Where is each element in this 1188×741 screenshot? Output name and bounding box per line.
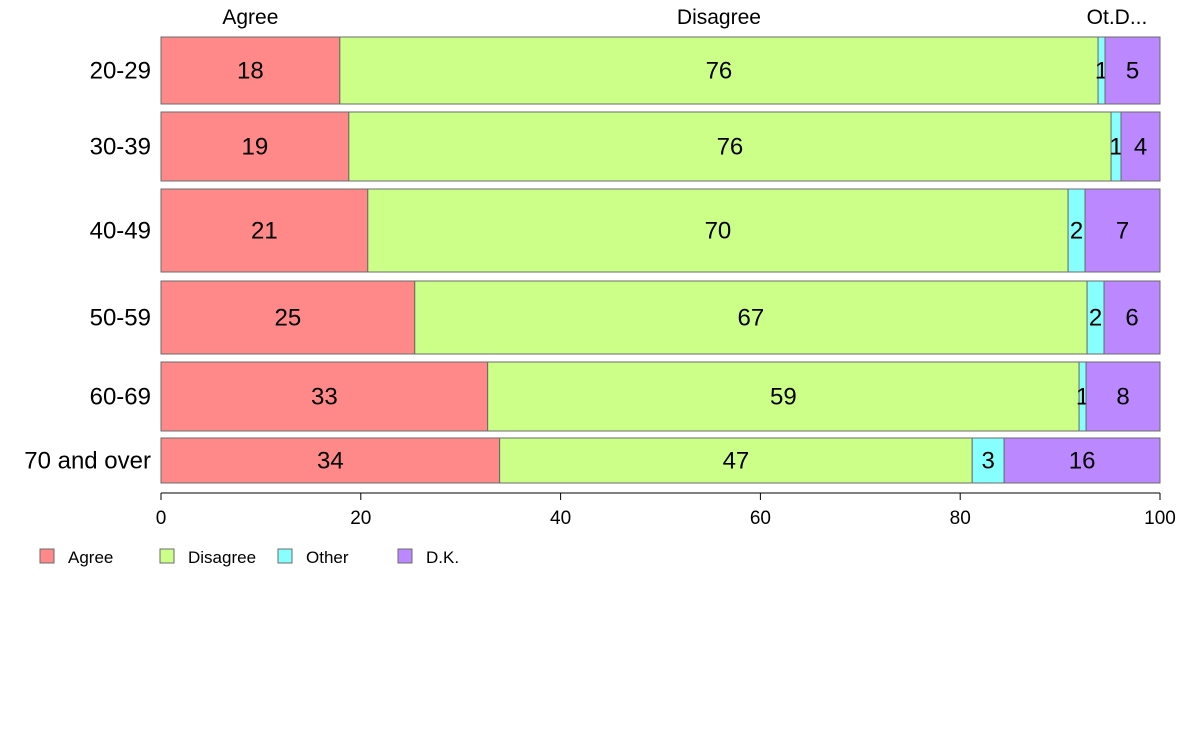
bar-segment-d-k--0: [1104, 36, 1161, 105]
data-label: 4: [1134, 134, 1147, 161]
bar-segment-other-5: [971, 437, 1005, 484]
data-label: 16: [1069, 448, 1096, 475]
bar-segment-disagree-5: [499, 437, 973, 484]
data-label: 47: [723, 448, 750, 475]
bar-segment-disagree-1: [348, 111, 1112, 182]
x-tick-label: 100: [1144, 508, 1176, 529]
legend-swatch-other: [277, 548, 293, 564]
data-label: 67: [738, 305, 765, 332]
data-label: 7: [1116, 218, 1129, 245]
data-label: 18: [237, 58, 264, 85]
data-label: 76: [717, 134, 744, 161]
row-label: 40-49: [90, 218, 151, 245]
legend-label: Agree: [68, 548, 113, 567]
legend-swatch-d-k-: [397, 548, 413, 564]
data-label: 59: [770, 384, 797, 411]
bar-segment-d-k--1: [1120, 111, 1161, 182]
x-tick-label: 60: [750, 508, 771, 529]
data-label: 3: [981, 448, 994, 475]
x-tick-label: 0: [156, 508, 167, 529]
data-label: 25: [275, 305, 302, 332]
legend-label: Other: [306, 548, 349, 567]
data-label: 5: [1126, 58, 1139, 85]
data-label: 76: [706, 58, 733, 85]
data-label: 2: [1070, 218, 1083, 245]
data-label: 2: [1089, 305, 1102, 332]
bar-segment-d-k--2: [1084, 188, 1161, 273]
data-label: 21: [251, 218, 278, 245]
x-tick-label: 40: [550, 508, 571, 529]
row-label: 70 and over: [24, 448, 151, 475]
bar-segment-disagree-3: [414, 280, 1088, 355]
bar-segment-disagree-4: [487, 361, 1080, 432]
bar-segment-agree-1: [160, 111, 350, 182]
top-label-0: Agree: [222, 6, 278, 29]
top-label-2: Ot.D...: [1087, 6, 1148, 29]
data-label: 19: [242, 134, 269, 161]
bar-segment-d-k--4: [1085, 361, 1161, 432]
row-label: 20-29: [90, 58, 151, 85]
data-label: 70: [705, 218, 732, 245]
row-label: 60-69: [90, 384, 151, 411]
legend-swatch-disagree: [159, 548, 175, 564]
bar-segment-d-k--3: [1103, 280, 1161, 355]
bar-segment-agree-5: [160, 437, 501, 484]
bar-segment-disagree-0: [339, 36, 1099, 105]
data-label: 1: [1109, 134, 1122, 161]
x-tick-label: 20: [350, 508, 371, 529]
data-label: 6: [1125, 305, 1138, 332]
row-label: 50-59: [90, 305, 151, 332]
data-label: 34: [317, 448, 344, 475]
legend-swatch-agree: [39, 548, 55, 564]
bar-segment-disagree-2: [367, 188, 1069, 273]
row-label: 30-39: [90, 134, 151, 161]
legend-label: Disagree: [188, 548, 256, 567]
bar-segment-agree-2: [160, 188, 369, 273]
bar-segment-agree-0: [160, 36, 341, 105]
bar-segment-d-k--5: [1003, 437, 1161, 484]
data-label: 8: [1116, 384, 1129, 411]
data-label: 33: [311, 384, 338, 411]
top-label-1: Disagree: [677, 6, 761, 29]
legend-label: D.K.: [426, 548, 459, 567]
bar-segment-agree-3: [160, 280, 416, 355]
x-tick-label: 80: [950, 508, 971, 529]
